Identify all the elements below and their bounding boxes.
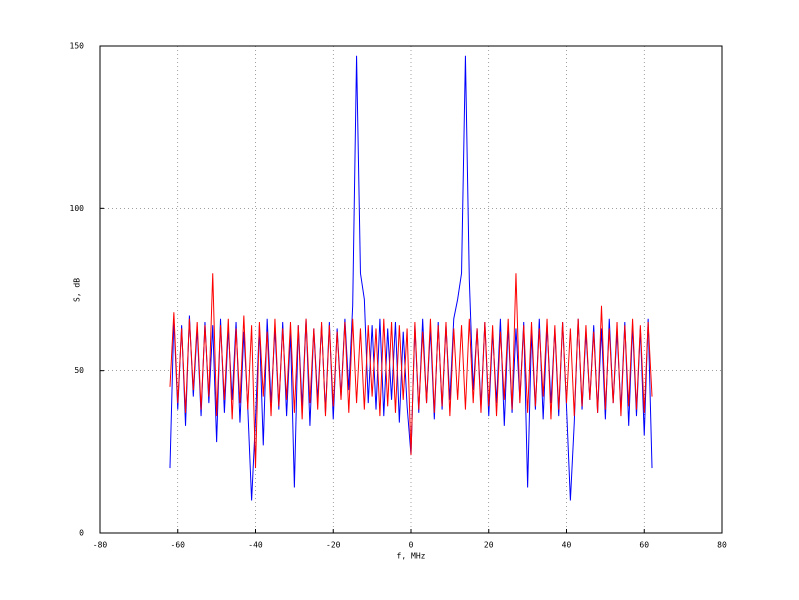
y-tick-label: 0	[79, 529, 84, 538]
x-tick-label: 60	[639, 541, 649, 550]
x-tick-label: -20	[326, 541, 341, 550]
y-tick-label: 150	[70, 42, 85, 51]
y-tick-label: 100	[70, 204, 85, 213]
series-line	[169, 273, 653, 469]
x-tick-label: -40	[248, 541, 263, 550]
x-tick-label: 20	[484, 541, 494, 550]
x-axis-label: f, MHz	[397, 552, 426, 561]
x-tick-label: 80	[717, 541, 727, 550]
y-tick-label: 50	[74, 366, 84, 375]
x-tick-label: -80	[93, 541, 108, 550]
x-tick-label: 40	[562, 541, 572, 550]
x-tick-label: -60	[171, 541, 186, 550]
y-axis-label: S, dB	[73, 278, 82, 302]
x-tick-label: 0	[409, 541, 414, 550]
plot-frame	[99, 45, 723, 534]
